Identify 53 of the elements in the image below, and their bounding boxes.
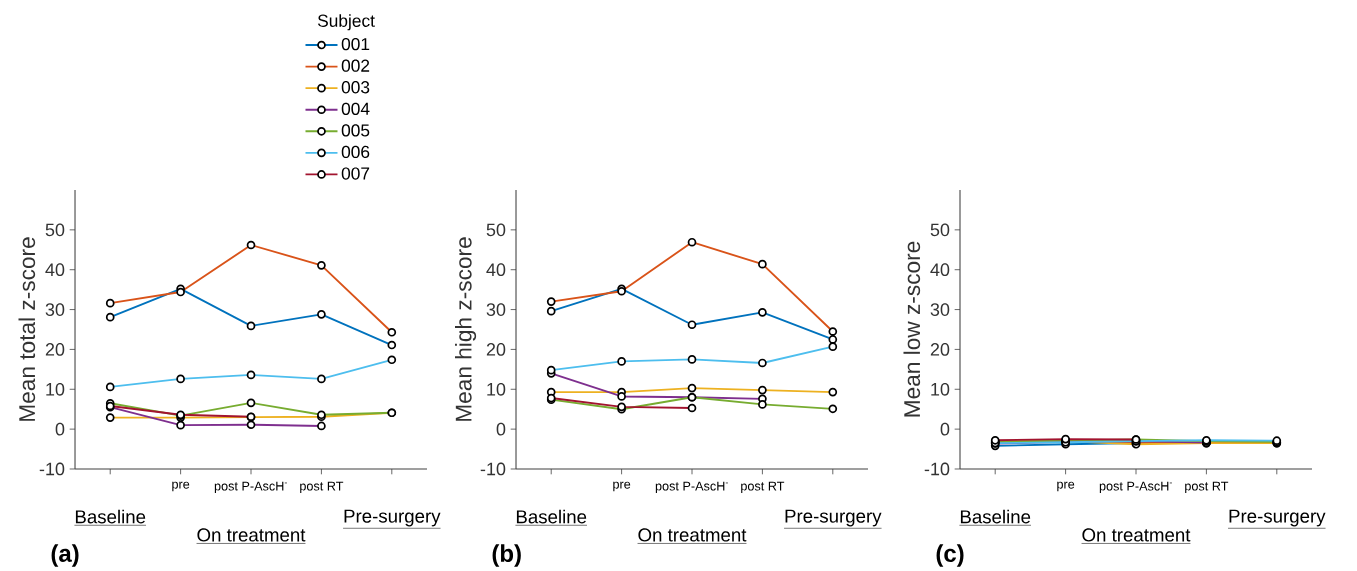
x-tick-label: Baseline [516, 509, 587, 524]
y-tick-label: 40 [45, 263, 65, 277]
x-tick-label: post P-AscH$^{-}$ [655, 481, 728, 494]
x-tick-label: post P-AscH$^{-}$ [214, 481, 287, 494]
text: On treatment [197, 528, 306, 542]
x-tick-label: post RT [300, 481, 344, 494]
x-tick-label: pre [613, 481, 631, 492]
x-tick-label: Pre-surgery [1229, 509, 1326, 527]
x-tick-label: pre [1057, 481, 1075, 492]
y-axis-title: Mean high z-score [455, 237, 477, 421]
text: (c) [936, 544, 964, 567]
y-tick-label: 30 [930, 303, 950, 316]
y-axis-title: Mean total z-score [18, 237, 36, 421]
x-tick-label: Pre-surgery [785, 509, 882, 527]
legend-label: 001 [341, 37, 370, 51]
y-tick-label: -10 [480, 462, 506, 476]
y-tick-label: -10 [39, 462, 65, 476]
x-tick-label: post RT [1185, 481, 1229, 494]
legend-title: Subject [317, 14, 375, 31]
legend-label: 003 [341, 81, 370, 94]
y-axis-title: Mean low z-score [903, 241, 921, 417]
y-tick-label: 0 [940, 422, 950, 436]
y-tick-label: 50 [486, 223, 506, 237]
legend-label: 007 [341, 167, 370, 180]
x-tick-label: post RT [741, 481, 785, 494]
x-tick-label: Baseline [960, 509, 1031, 524]
legend-label: 005 [341, 124, 370, 137]
y-tick-label: 10 [46, 382, 65, 396]
y-tick-label: 40 [486, 263, 506, 277]
x-tick-label: post P-AscH$^{-}$ [1099, 481, 1172, 494]
y-tick-label: 20 [486, 343, 506, 356]
text: On treatment [1082, 528, 1191, 542]
text: (a) [51, 544, 79, 567]
y-tick-label: 20 [45, 343, 65, 356]
y-tick-label: 40 [930, 263, 950, 277]
y-tick-label: 0 [496, 422, 506, 436]
x-tick-label: Baseline [75, 509, 146, 524]
y-tick-label: 50 [930, 223, 950, 237]
legend-label: 002 [341, 59, 370, 72]
y-tick-label: 20 [930, 343, 950, 356]
y-tick-label: -10 [924, 462, 950, 476]
x-tick-label: Pre-surgery [344, 509, 441, 527]
text: (b) [492, 544, 521, 567]
legend-label: 006 [341, 145, 370, 159]
y-tick-label: 30 [486, 303, 506, 316]
y-tick-label: 0 [55, 422, 65, 436]
x-tick-label: pre [172, 481, 190, 492]
legend-label: 004 [341, 102, 370, 115]
y-tick-label: 30 [45, 303, 65, 316]
y-tick-label: 50 [45, 223, 65, 237]
y-tick-label: 10 [487, 382, 506, 396]
text: On treatment [638, 528, 747, 542]
y-tick-label: 10 [931, 382, 950, 396]
